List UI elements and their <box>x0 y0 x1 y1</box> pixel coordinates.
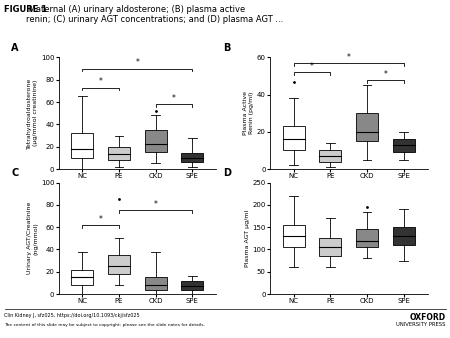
Bar <box>393 227 415 245</box>
Text: B: B <box>223 43 230 53</box>
Bar <box>356 230 378 247</box>
Y-axis label: Tetrahydroaldosterone
(μg/mmol creatinine): Tetrahydroaldosterone (μg/mmol creatinin… <box>27 78 38 149</box>
Y-axis label: Plasma AGT μg/ml: Plasma AGT μg/ml <box>244 210 250 267</box>
Bar <box>356 113 378 141</box>
Bar <box>320 238 342 256</box>
Bar <box>320 150 342 162</box>
Text: *: * <box>99 77 103 87</box>
Bar <box>108 255 130 274</box>
Bar <box>283 225 305 247</box>
Text: *: * <box>135 58 139 68</box>
Bar <box>144 130 166 152</box>
Text: OXFORD: OXFORD <box>410 313 446 322</box>
Text: Maternal (A) urinary aldosterone; (B) plasma active
renin; (C) urinary AGT conce: Maternal (A) urinary aldosterone; (B) pl… <box>26 5 284 24</box>
Text: UNIVERSITY PRESS: UNIVERSITY PRESS <box>396 322 446 327</box>
Text: A: A <box>11 43 19 53</box>
Text: Clin Kidney J, sfz025, https://doi.org/10.1093/ckj/sfz025: Clin Kidney J, sfz025, https://doi.org/1… <box>4 313 140 318</box>
Bar <box>71 269 93 285</box>
Bar <box>283 126 305 150</box>
Bar <box>71 133 93 158</box>
Bar <box>144 277 166 290</box>
Y-axis label: Urinary AGT/Creatinine
(ng/mmol): Urinary AGT/Creatinine (ng/mmol) <box>27 202 38 274</box>
Text: *: * <box>99 215 103 224</box>
Text: C: C <box>11 168 18 178</box>
Text: *: * <box>172 94 176 103</box>
Text: D: D <box>223 168 231 178</box>
Text: *: * <box>153 200 158 209</box>
Bar <box>393 139 415 152</box>
Text: *: * <box>383 70 387 79</box>
Bar <box>181 281 203 290</box>
Text: The content of this slide may be subject to copyright: please see the slide note: The content of this slide may be subject… <box>4 323 205 327</box>
Text: *: * <box>310 62 314 71</box>
Text: *: * <box>347 53 351 62</box>
Text: FIGURE 1: FIGURE 1 <box>4 5 48 14</box>
Y-axis label: Plasma Active
Renin (pg/ml): Plasma Active Renin (pg/ml) <box>243 91 254 135</box>
Bar <box>181 153 203 162</box>
Bar <box>108 147 130 160</box>
